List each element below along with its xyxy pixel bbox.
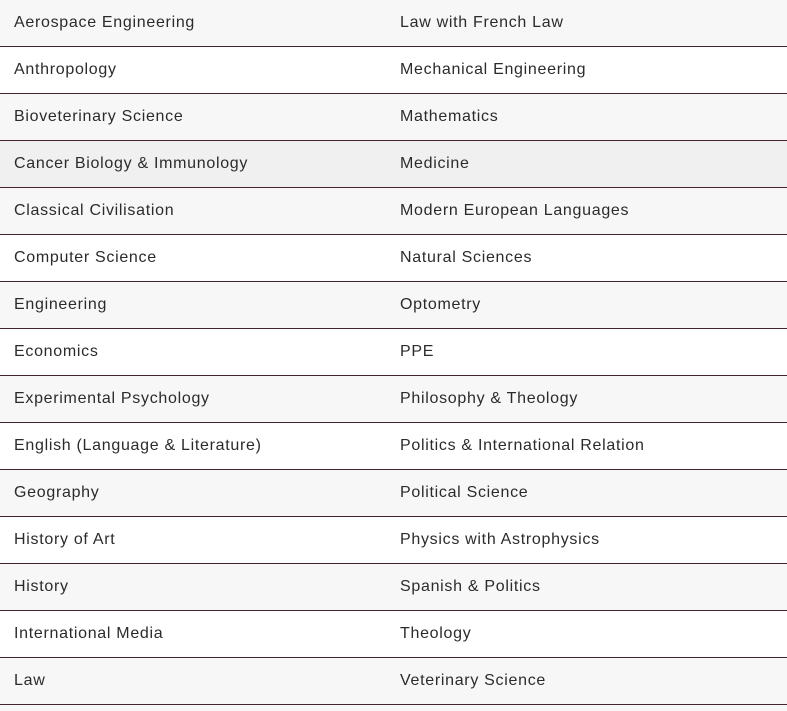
subject-row[interactable]: International Media Theology: [0, 611, 787, 658]
subject-row[interactable]: Bioveterinary Science Mathematics: [0, 94, 787, 141]
subject-cell-left: Aerospace Engineering: [14, 14, 196, 31]
subject-row[interactable]: History of Art Physics with Astrophysics: [0, 517, 787, 564]
subject-cell-left: Geography: [14, 484, 100, 501]
subject-cell-right: Mechanical Engineering: [400, 61, 587, 78]
subject-row[interactable]: Classical Civilisation Modern European L…: [0, 188, 787, 235]
subject-cell-right: Veterinary Science: [400, 672, 547, 689]
subject-cell-right: Spanish & Politics: [400, 578, 541, 595]
subject-row[interactable]: English (Language & Literature) Politics…: [0, 423, 787, 470]
subject-row[interactable]: Geography Political Science: [0, 470, 787, 517]
subject-cell-left: Cancer Biology & Immunology: [14, 155, 249, 172]
subject-row[interactable]: Aerospace Engineering Law with French La…: [0, 0, 787, 47]
subject-cell-left: Engineering: [14, 296, 108, 313]
subject-row[interactable]: Anthropology Mechanical Engineering: [0, 47, 787, 94]
subject-cell-left: Classical Civilisation: [14, 202, 175, 219]
subject-cell-right: Philosophy & Theology: [400, 390, 579, 407]
subject-row[interactable]: History Spanish & Politics: [0, 564, 787, 611]
subject-cell-left: Anthropology: [14, 61, 117, 78]
subject-cell-right: Physics with Astrophysics: [400, 531, 600, 548]
subject-cell-left: Computer Science: [14, 249, 157, 266]
subject-cell-left: History: [14, 578, 69, 595]
next-row-partial: [0, 705, 787, 711]
subject-row[interactable]: Computer Science Natural Sciences: [0, 235, 787, 282]
subject-cell-right: Natural Sciences: [400, 249, 533, 266]
subject-cell-left: English (Language & Literature): [14, 437, 262, 454]
subject-cell-right: Theology: [400, 625, 472, 642]
subject-cell-left: Law: [14, 672, 46, 689]
subject-cell-left: International Media: [14, 625, 164, 642]
subject-cell-left: Economics: [14, 343, 99, 360]
subject-cell-left: History of Art: [14, 531, 116, 548]
subject-cell-left: Bioveterinary Science: [14, 108, 184, 125]
subject-cell-right: Political Science: [400, 484, 529, 501]
subject-cell-right: Medicine: [400, 155, 470, 172]
subject-cell-right: Law with French Law: [400, 14, 564, 31]
subject-row[interactable]: Law Veterinary Science: [0, 658, 787, 705]
subject-row[interactable]: Engineering Optometry: [0, 282, 787, 329]
subject-row-highlighted[interactable]: Cancer Biology & Immunology Medicine: [0, 141, 787, 188]
subject-cell-right: Modern European Languages: [400, 202, 630, 219]
subject-cell-right: Optometry: [400, 296, 481, 313]
subject-row[interactable]: Experimental Psychology Philosophy & The…: [0, 376, 787, 423]
subject-row[interactable]: Economics PPE: [0, 329, 787, 376]
subject-cell-right: Mathematics: [400, 108, 499, 125]
subject-cell-left: Experimental Psychology: [14, 390, 210, 407]
subject-cell-right: PPE: [400, 343, 435, 360]
subject-cell-right: Politics & International Relation: [400, 437, 645, 454]
